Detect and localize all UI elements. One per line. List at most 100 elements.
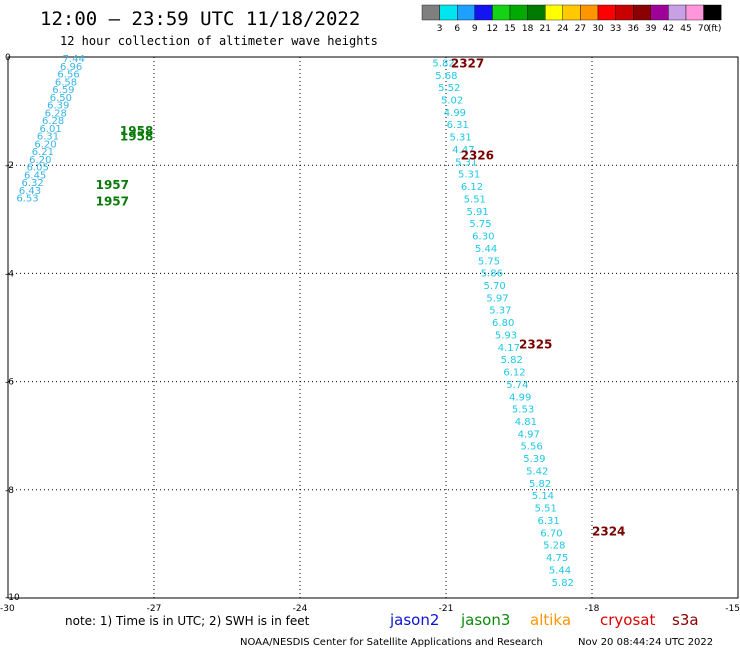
colorbar-label: 18 [522,24,534,34]
swh-value-label: 6.20 [29,155,51,166]
x-tick-label: -24 [293,604,308,614]
colorbar-label: 33 [610,24,621,34]
colorbar-swatch [545,4,564,21]
colorbar-label: 42 [663,24,674,34]
colorbar-swatch [439,4,458,21]
colorbar-label: 24 [557,24,569,34]
swh-value-label: 5.97 [486,293,508,304]
swh-value-label: 7.44 [63,54,85,65]
swh-value-label: 5.51 [464,194,486,205]
satellite-legend-jason3: jason3 [460,611,510,629]
x-tick-label: -15 [725,604,740,614]
swh-value-label: 5.31 [455,157,477,168]
swh-value-label: 4.47 [452,145,474,156]
swh-value-label: 6.28 [45,108,67,119]
swh-value-label: 5.37 [489,306,511,317]
swh-value-label: 5.93 [495,330,517,341]
swh-value-label: 4.99 [444,108,466,119]
colorbar-swatch [421,4,440,21]
satellite-legend-cryosat: cryosat [600,611,655,629]
satellite-legend-s3a: s3a [672,611,699,629]
swh-value-label: 5.82 [552,578,574,589]
swh-value-label: 5.75 [478,256,500,267]
y-tick-label: -10 [5,593,20,603]
colorbar-label: 36 [627,24,639,34]
x-tick-label: -21 [439,604,454,614]
swh-value-label: 5.74 [506,380,528,391]
swh-value-label: 6.53 [16,194,38,205]
swh-value-label: 6.96 [60,62,82,73]
swh-value-label: 5.02 [441,96,463,107]
colorbar-legend: 3 6 9 12 15 18 21 24 27 30 33 36 39 42 45 70(ft) [421,4,722,34]
swh-value-label: 5.52 [438,83,460,94]
swh-value-label: 5.31 [458,170,480,181]
satellite-legend-jason2: jason2 [389,611,439,629]
swh-value-label: 5.42 [526,466,548,477]
satellite-legend: jason2 jason3 altika cryosat s3a [389,611,699,629]
swh-value-label: 5.82 [529,479,551,490]
colorbar-label: 15 [504,24,515,34]
y-tick-label: -6 [5,378,14,388]
swh-value-label: 4.75 [546,553,568,564]
colorbar-swatch [597,4,616,21]
swh-value-label: 5.75 [469,219,491,230]
colorbar-label: 30 [592,24,604,34]
colorbar-unit: (ft) [708,24,722,34]
page-title: 12:00 – 23:59 UTC 11/18/2022 [40,8,360,30]
swh-value-label: 5.56 [520,442,542,453]
colorbar-swatch [492,4,511,21]
swh-value-label: 6.43 [19,186,41,197]
pass-time-label: 2326 [461,148,494,162]
footnote: note: 1) Time is in UTC; 2) SWH is in fe… [65,614,310,628]
colorbar-swatch [509,4,528,21]
colorbar-swatch [615,4,634,21]
swh-value-label: 6.20 [34,139,56,150]
timestamp-text: Nov 20 08:44:24 UTC 2022 [578,637,713,648]
pass-time-label: 1958 [120,124,153,138]
colorbar-swatch [668,4,687,21]
pass-time-label: 2325 [519,338,552,352]
pass-time-label: 1957 [96,178,129,192]
plot-area: -30 -27 -24 -21 -18 -150-2-4-6-8-107.446.966.… [0,53,740,614]
swh-value-label: 6.32 [21,178,43,189]
swh-value-label: 6.12 [503,368,525,379]
colorbar-label: 45 [680,24,691,34]
swh-value-label: 4.99 [509,392,531,403]
swh-value-label: 5.53 [512,405,534,416]
swh-value-label: 6.58 [55,77,77,88]
x-tick-label: -27 [147,604,162,614]
swh-value-label: 6.56 [57,70,79,81]
x-tick-label: -18 [585,604,600,614]
x-tick-label: -30 [0,604,15,614]
colorbar-label: 9 [472,24,478,34]
colorbar-label: 6 [454,24,460,34]
colorbar-swatch [650,4,669,21]
pass-time-label: 2324 [592,524,625,538]
pass-time-label: 1958 [120,129,153,143]
y-tick-label: -2 [5,161,14,171]
colorbar-swatch [703,4,722,21]
swh-value-label: 6.28 [42,116,64,127]
swh-value-label: 6.50 [50,93,72,104]
colorbar-swatch [474,4,493,21]
swh-value-label: 5.70 [484,281,506,292]
swh-value-label: 4.81 [515,417,537,428]
swh-value-label: 6.39 [47,101,69,112]
plot-frame [7,56,739,599]
swh-value-label: 5.68 [435,71,457,82]
swh-value-label: 6.70 [540,528,562,539]
colorbar-label: 21 [539,24,550,34]
swh-value-label: 5.44 [549,565,571,576]
swh-value-label: 4.17 [498,343,520,354]
swh-value-label: 5.39 [523,454,545,465]
swh-value-label: 6.31 [447,120,469,131]
swh-value-label: 6.12 [461,182,483,193]
swh-value-label: 5.14 [532,491,554,502]
pass-time-label: 1957 [96,194,129,208]
swh-value-label: 6.21 [32,147,54,158]
page-subtitle: 12 hour collection of altimeter wave hei… [60,34,378,48]
swh-value-label: 6.45 [24,170,46,181]
swh-value-label: 6.80 [492,318,514,329]
colorbar-swatch [457,4,476,21]
